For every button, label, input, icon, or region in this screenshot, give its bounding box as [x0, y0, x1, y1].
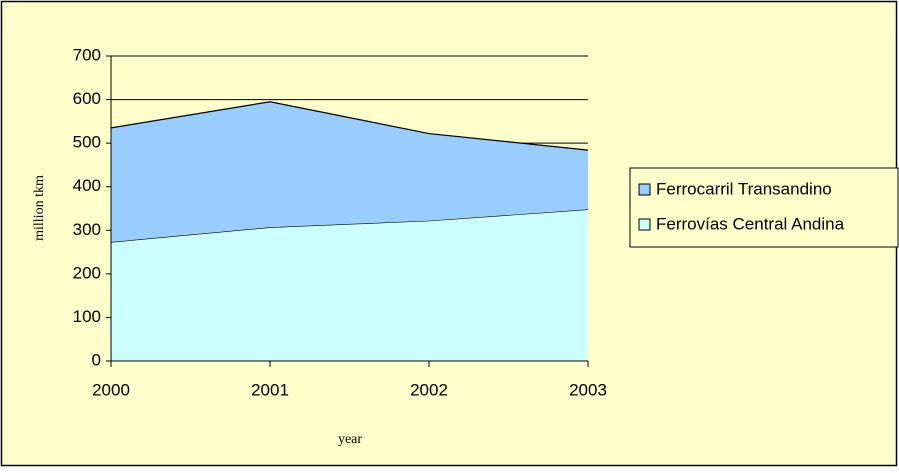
x-tick-label: 2003 — [569, 380, 607, 399]
y-tick-label: 600 — [73, 89, 101, 108]
legend — [629, 167, 899, 248]
y-tick-label: 200 — [73, 263, 101, 282]
legend-label: Ferrovías Central Andina — [656, 214, 845, 233]
y-tick-label: 100 — [73, 307, 101, 326]
x-tick-label: 2002 — [410, 380, 448, 399]
y-tick-label: 700 — [73, 45, 101, 64]
y-tick-label: 500 — [73, 133, 101, 152]
area-edge — [110, 101, 589, 151]
x-axis-label: year — [338, 432, 362, 447]
legend-swatch — [638, 183, 651, 196]
x-tick-label: 2000 — [92, 380, 130, 399]
legend-swatch — [638, 218, 651, 231]
legend-label: Ferrocarril Transandino — [656, 179, 832, 198]
y-tick-label: 400 — [73, 176, 101, 195]
y-tick-label: 300 — [73, 220, 101, 239]
x-tick-label: 2001 — [251, 380, 289, 399]
y-tick-label: 0 — [92, 350, 101, 369]
area — [111, 209, 588, 361]
y-axis-label: million tkm — [32, 175, 47, 241]
area — [111, 101, 588, 243]
